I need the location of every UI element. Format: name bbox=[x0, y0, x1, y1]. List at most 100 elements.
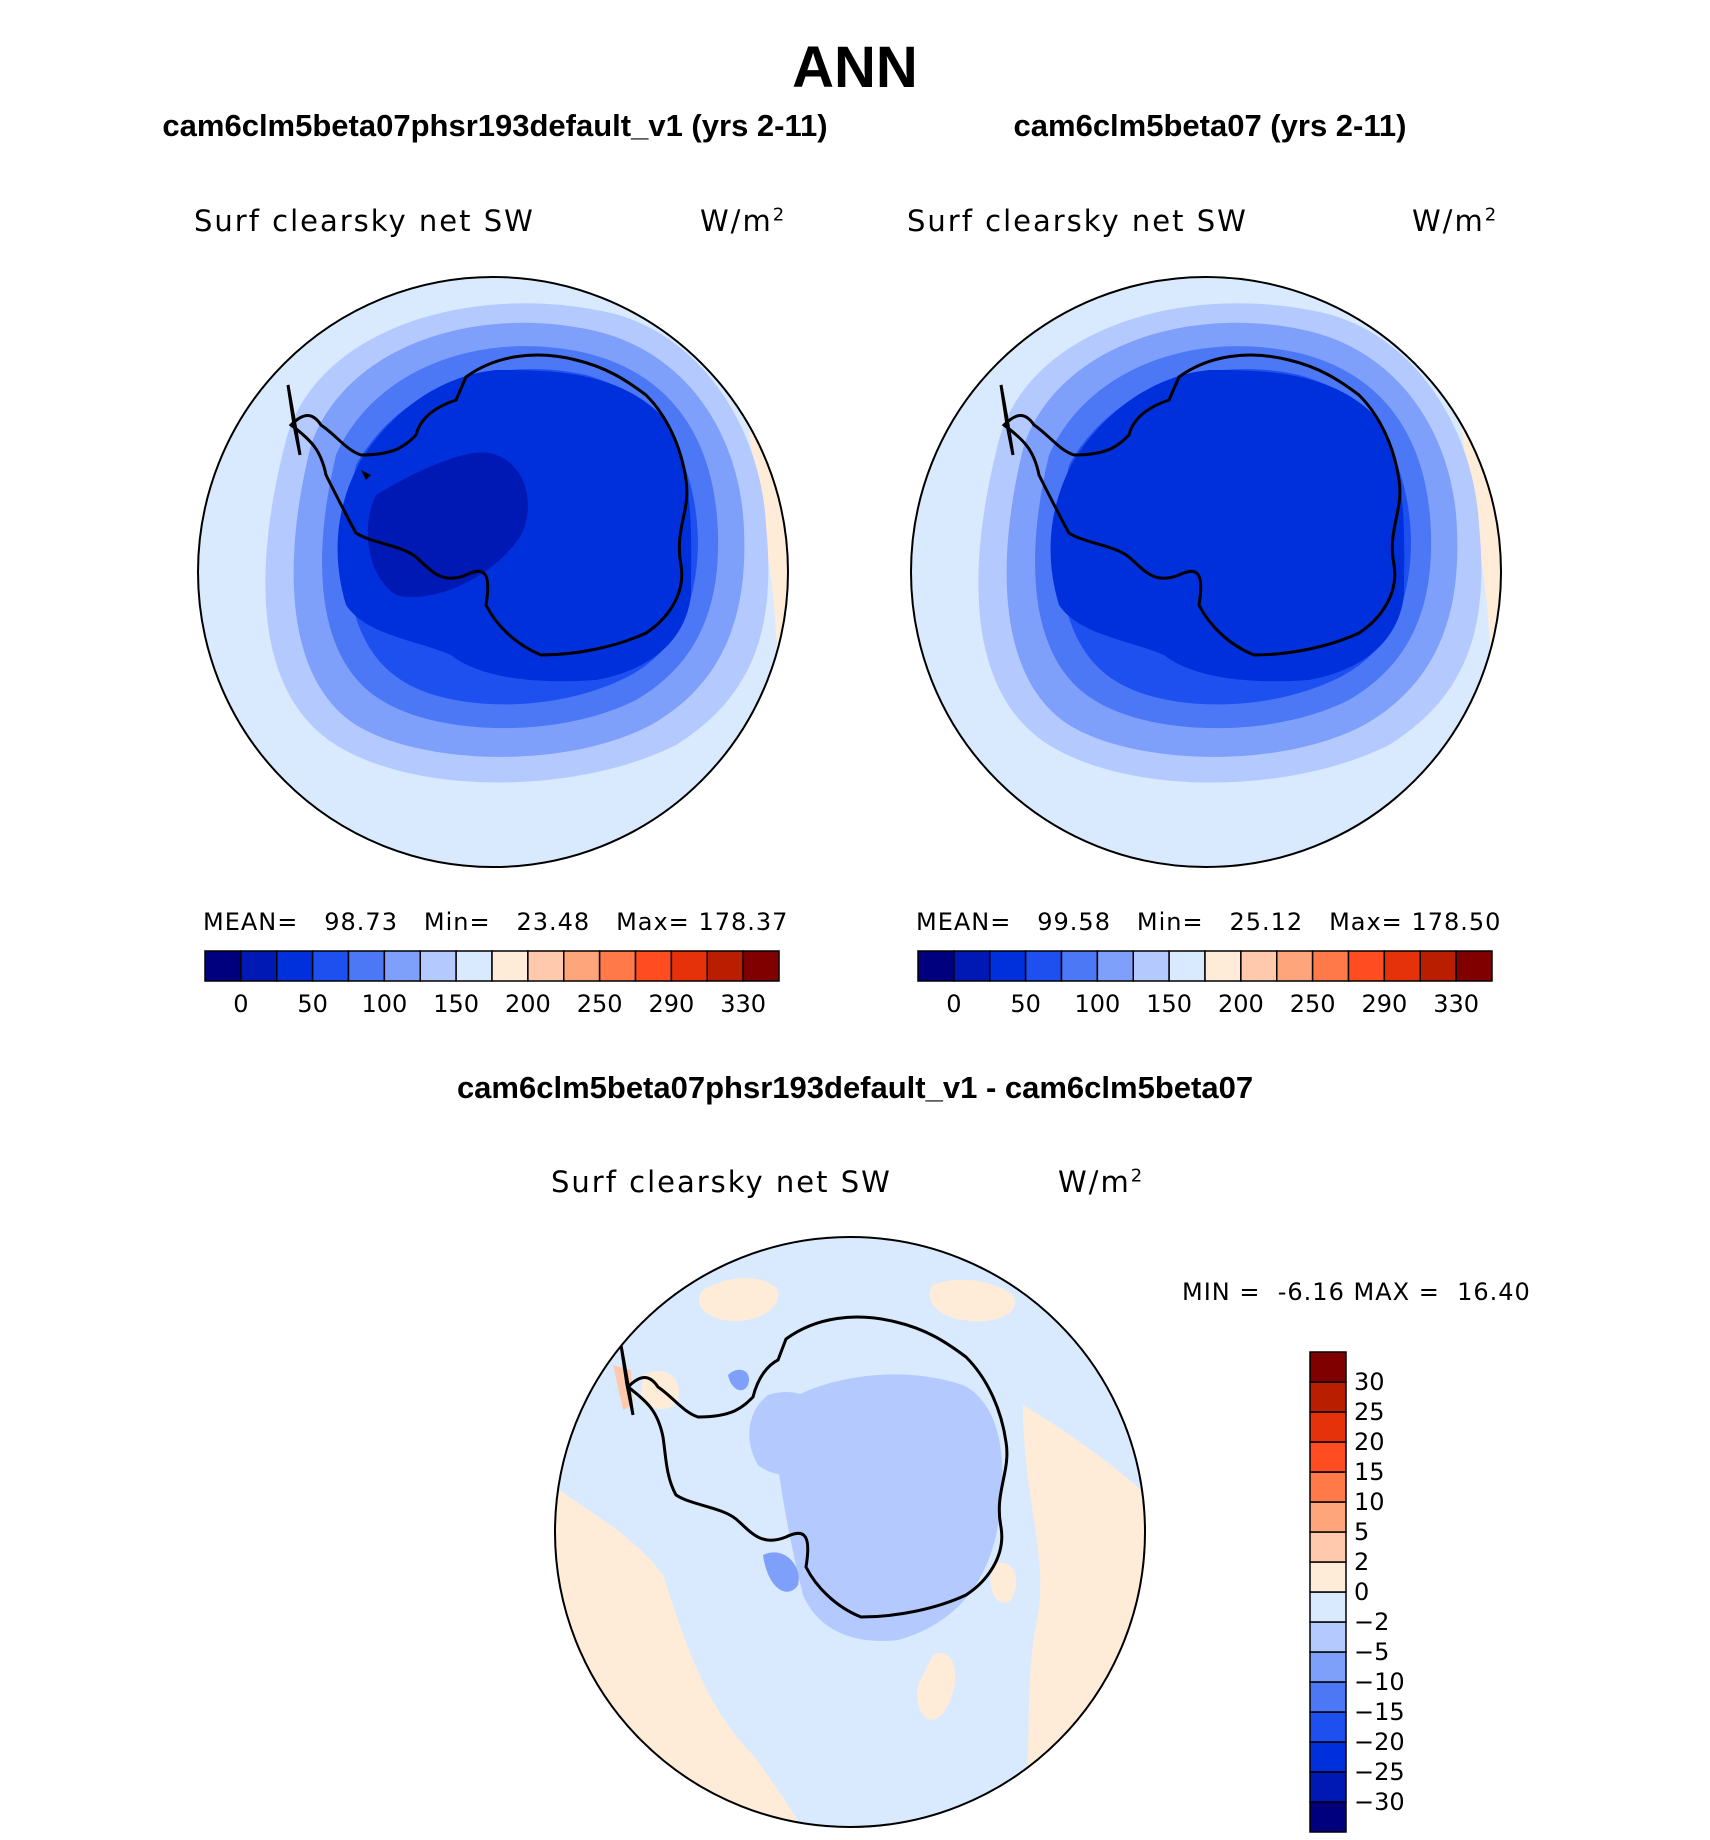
colorbar-box bbox=[1309, 1351, 1347, 1383]
panel-2-stats: MEAN= 99.58 Min= 25.12 Max= 178.50 bbox=[916, 908, 1502, 936]
colorbar-box bbox=[1309, 1741, 1347, 1773]
colorbar-box bbox=[1168, 950, 1206, 982]
colorbar-box bbox=[1309, 1411, 1347, 1443]
panel-2-colorbar bbox=[917, 950, 1493, 982]
colorbar-box bbox=[1204, 950, 1242, 982]
colorbar-tick-label: 15 bbox=[1354, 1458, 1385, 1486]
colorbar-box bbox=[1309, 1801, 1347, 1833]
colorbar-tick-label: −30 bbox=[1354, 1788, 1405, 1816]
difference-title: cam6clm5beta07phsr193default_v1 - cam6cl… bbox=[456, 1070, 1254, 1105]
colorbar-tick-label: 330 bbox=[1433, 990, 1480, 1018]
colorbar-box bbox=[598, 950, 637, 982]
colorbar-box bbox=[1419, 950, 1457, 982]
colorbar-tick-label: 290 bbox=[1361, 990, 1408, 1018]
colorbar-box bbox=[1309, 1471, 1347, 1503]
colorbar-tick-label: 200 bbox=[1217, 990, 1264, 1018]
colorbar-tick-label: 30 bbox=[1354, 1368, 1385, 1396]
panel-1-field-label: Surf clearsky net SW bbox=[194, 204, 535, 238]
colorbar-tick-label: 100 bbox=[361, 990, 408, 1018]
colorbar-tick-label: 10 bbox=[1354, 1488, 1385, 1516]
colorbar-tick-label: 5 bbox=[1354, 1518, 1370, 1546]
colorbar-tick-label: 25 bbox=[1354, 1398, 1385, 1426]
colorbar-tick-label: 250 bbox=[576, 990, 623, 1018]
colorbar-tick-label: −2 bbox=[1354, 1608, 1390, 1636]
colorbar-tick-label: 290 bbox=[648, 990, 695, 1018]
colorbar-box bbox=[1309, 1681, 1347, 1713]
colorbar-tick-label: 150 bbox=[1146, 990, 1193, 1018]
difference-units: W/m2 bbox=[1058, 1165, 1143, 1199]
colorbar-tick-label: −15 bbox=[1354, 1698, 1405, 1726]
panel-2-map bbox=[910, 276, 1502, 868]
panel-1-colorbar bbox=[204, 950, 780, 982]
colorbar-box bbox=[917, 950, 955, 982]
difference-stats: MIN = -6.16 MAX = 16.40 bbox=[1182, 1278, 1531, 1306]
difference-colorbar-ticks: 30 25 20 15 10 5 2 0 −2 −5 −10 −15 −20 −25 −30 bbox=[1354, 1352, 1454, 1832]
colorbar-tick-label: 100 bbox=[1074, 990, 1121, 1018]
colorbar-tick-label: 0 bbox=[233, 990, 249, 1018]
colorbar-box bbox=[1309, 1501, 1347, 1533]
panel-1-title: cam6clm5beta07phsr193default_v1 (yrs 2-1… bbox=[162, 108, 828, 143]
colorbar-tick-label: 2 bbox=[1354, 1548, 1370, 1576]
colorbar-box bbox=[1309, 1381, 1347, 1413]
colorbar-box bbox=[1383, 950, 1421, 982]
colorbar-box bbox=[311, 950, 350, 982]
colorbar-box bbox=[1311, 950, 1350, 982]
colorbar-box bbox=[276, 950, 314, 982]
colorbar-tick-label: 0 bbox=[1354, 1578, 1370, 1606]
colorbar-box bbox=[1240, 950, 1278, 982]
colorbar-tick-label: −10 bbox=[1354, 1668, 1405, 1696]
figure-title: ANN bbox=[792, 35, 918, 100]
colorbar-box bbox=[634, 950, 673, 982]
panel-1-colorbar-ticks: 0 50 100 150 200 250 290 330 bbox=[205, 990, 779, 1020]
colorbar-box bbox=[491, 950, 529, 982]
colorbar-box bbox=[1309, 1711, 1347, 1743]
panel-1-stats: MEAN= 98.73 Min= 23.48 Max= 178.37 bbox=[203, 908, 789, 936]
colorbar-box bbox=[742, 950, 780, 982]
colorbar-box bbox=[419, 950, 457, 982]
colorbar-tick-label: 50 bbox=[297, 990, 328, 1018]
colorbar-box bbox=[1309, 1621, 1347, 1653]
colorbar-box bbox=[1024, 950, 1063, 982]
colorbar-box bbox=[240, 950, 278, 982]
colorbar-box bbox=[383, 950, 421, 982]
colorbar-box bbox=[455, 950, 493, 982]
panel-1-units: W/m2 bbox=[700, 204, 785, 238]
colorbar-box bbox=[1455, 950, 1493, 982]
colorbar-tick-label: 250 bbox=[1289, 990, 1336, 1018]
colorbar-box bbox=[1309, 1561, 1347, 1593]
colorbar-box bbox=[670, 950, 708, 982]
colorbar-box bbox=[953, 950, 991, 982]
panel-2-units: W/m2 bbox=[1412, 204, 1497, 238]
colorbar-box bbox=[1309, 1651, 1347, 1683]
colorbar-box bbox=[1276, 950, 1314, 982]
panel-2-colorbar-ticks: 0 50 100 150 200 250 290 330 bbox=[918, 990, 1492, 1020]
colorbar-tick-label: −5 bbox=[1354, 1638, 1390, 1666]
colorbar-box bbox=[1096, 950, 1134, 982]
difference-colorbar bbox=[1309, 1351, 1347, 1833]
difference-field-label: Surf clearsky net SW bbox=[551, 1165, 892, 1199]
colorbar-box bbox=[1309, 1441, 1347, 1473]
colorbar-box bbox=[1347, 950, 1386, 982]
panel-2-field-label: Surf clearsky net SW bbox=[907, 204, 1248, 238]
panel-1-map bbox=[197, 276, 789, 868]
colorbar-box bbox=[1060, 950, 1099, 982]
difference-map bbox=[554, 1236, 1146, 1828]
colorbar-box bbox=[1309, 1531, 1347, 1563]
colorbar-tick-label: 200 bbox=[504, 990, 551, 1018]
colorbar-tick-label: −25 bbox=[1354, 1758, 1405, 1786]
colorbar-box bbox=[989, 950, 1027, 982]
colorbar-tick-label: 20 bbox=[1354, 1428, 1385, 1456]
colorbar-box bbox=[347, 950, 386, 982]
colorbar-tick-label: 150 bbox=[433, 990, 480, 1018]
colorbar-box bbox=[563, 950, 601, 982]
colorbar-box bbox=[527, 950, 565, 982]
colorbar-box bbox=[1309, 1771, 1347, 1803]
colorbar-tick-label: 0 bbox=[946, 990, 962, 1018]
colorbar-tick-label: 50 bbox=[1010, 990, 1041, 1018]
colorbar-tick-label: −20 bbox=[1354, 1728, 1405, 1756]
panel-2-title: cam6clm5beta07 (yrs 2-11) bbox=[1013, 108, 1407, 143]
colorbar-box bbox=[706, 950, 744, 982]
colorbar-box bbox=[1132, 950, 1170, 982]
colorbar-box bbox=[1309, 1591, 1347, 1623]
colorbar-tick-label: 330 bbox=[720, 990, 767, 1018]
